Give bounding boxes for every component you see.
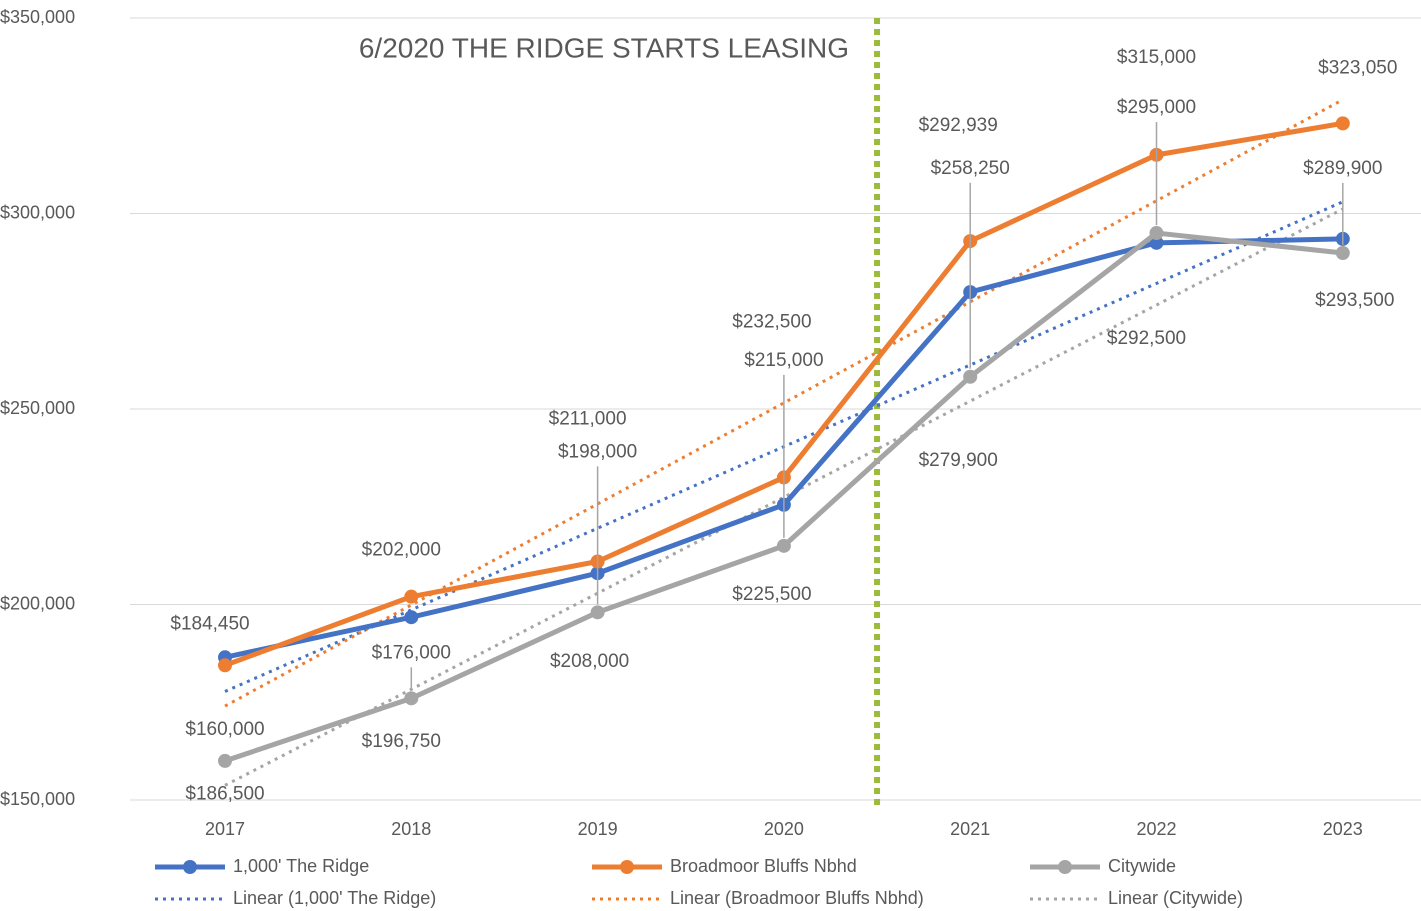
data-point xyxy=(404,610,419,625)
data-label: $295,000 xyxy=(1117,97,1196,118)
data-label: $279,900 xyxy=(919,450,998,471)
data-point xyxy=(1149,226,1164,241)
y-tick-label: $350,000 xyxy=(0,7,75,27)
data-label: $211,000 xyxy=(549,409,627,430)
data-point xyxy=(404,589,419,604)
data-label: $258,250 xyxy=(931,158,1010,179)
legend-marker xyxy=(620,860,634,874)
x-tick-label: 2023 xyxy=(1323,819,1363,839)
x-tick-label: 2019 xyxy=(578,819,618,839)
data-label: $289,900 xyxy=(1303,158,1382,179)
data-label: $176,000 xyxy=(372,642,451,663)
data-point xyxy=(1149,235,1164,250)
legend-marker xyxy=(183,860,197,874)
legend-label: Broadmoor Bluffs Nbhd xyxy=(670,856,857,876)
y-tick-label: $300,000 xyxy=(0,202,75,222)
data-label: $202,000 xyxy=(362,540,441,561)
legend-label: Linear (1,000' The Ridge) xyxy=(233,888,436,908)
data-label: $186,500 xyxy=(185,783,264,804)
annotation: 6/2020 THE RIDGE STARTS LEASING xyxy=(359,32,849,63)
y-tick-label: $250,000 xyxy=(0,398,75,418)
y-tick-label: $150,000 xyxy=(0,789,75,809)
legend-marker xyxy=(1058,860,1072,874)
data-point xyxy=(1335,245,1350,260)
legend-label: 1,000' The Ridge xyxy=(233,856,369,876)
legend-label: Linear (Citywide) xyxy=(1108,888,1243,908)
data-point xyxy=(1335,116,1350,131)
x-tick-label: 2021 xyxy=(950,819,990,839)
data-label: $225,500 xyxy=(732,584,811,605)
data-point xyxy=(218,658,232,673)
data-label: $215,000 xyxy=(744,350,823,371)
data-label: $292,939 xyxy=(919,115,998,136)
data-point xyxy=(590,605,605,620)
x-tick-label: 2022 xyxy=(1136,819,1176,839)
data-label: $160,000 xyxy=(185,719,264,740)
data-label: $196,750 xyxy=(362,731,441,752)
data-point xyxy=(963,369,978,384)
data-label: $208,000 xyxy=(550,651,629,672)
data-label: $184,450 xyxy=(170,613,249,634)
x-tick-label: 2020 xyxy=(764,819,804,839)
data-label: $293,500 xyxy=(1315,290,1394,311)
y-tick-label: $200,000 xyxy=(0,593,75,613)
data-label: $315,000 xyxy=(1117,47,1196,68)
data-label: $232,500 xyxy=(732,311,811,332)
data-point xyxy=(776,538,791,553)
legend-label: Linear (Broadmoor Bluffs Nbhd) xyxy=(670,888,924,908)
data-point xyxy=(404,691,419,706)
data-label: $323,050 xyxy=(1318,57,1397,78)
data-label: $198,000 xyxy=(558,441,637,462)
x-tick-label: 2017 xyxy=(205,819,245,839)
data-label: $292,500 xyxy=(1107,328,1186,349)
legend-label: Citywide xyxy=(1108,856,1176,876)
x-tick-label: 2018 xyxy=(391,819,431,839)
data-point xyxy=(218,753,232,768)
